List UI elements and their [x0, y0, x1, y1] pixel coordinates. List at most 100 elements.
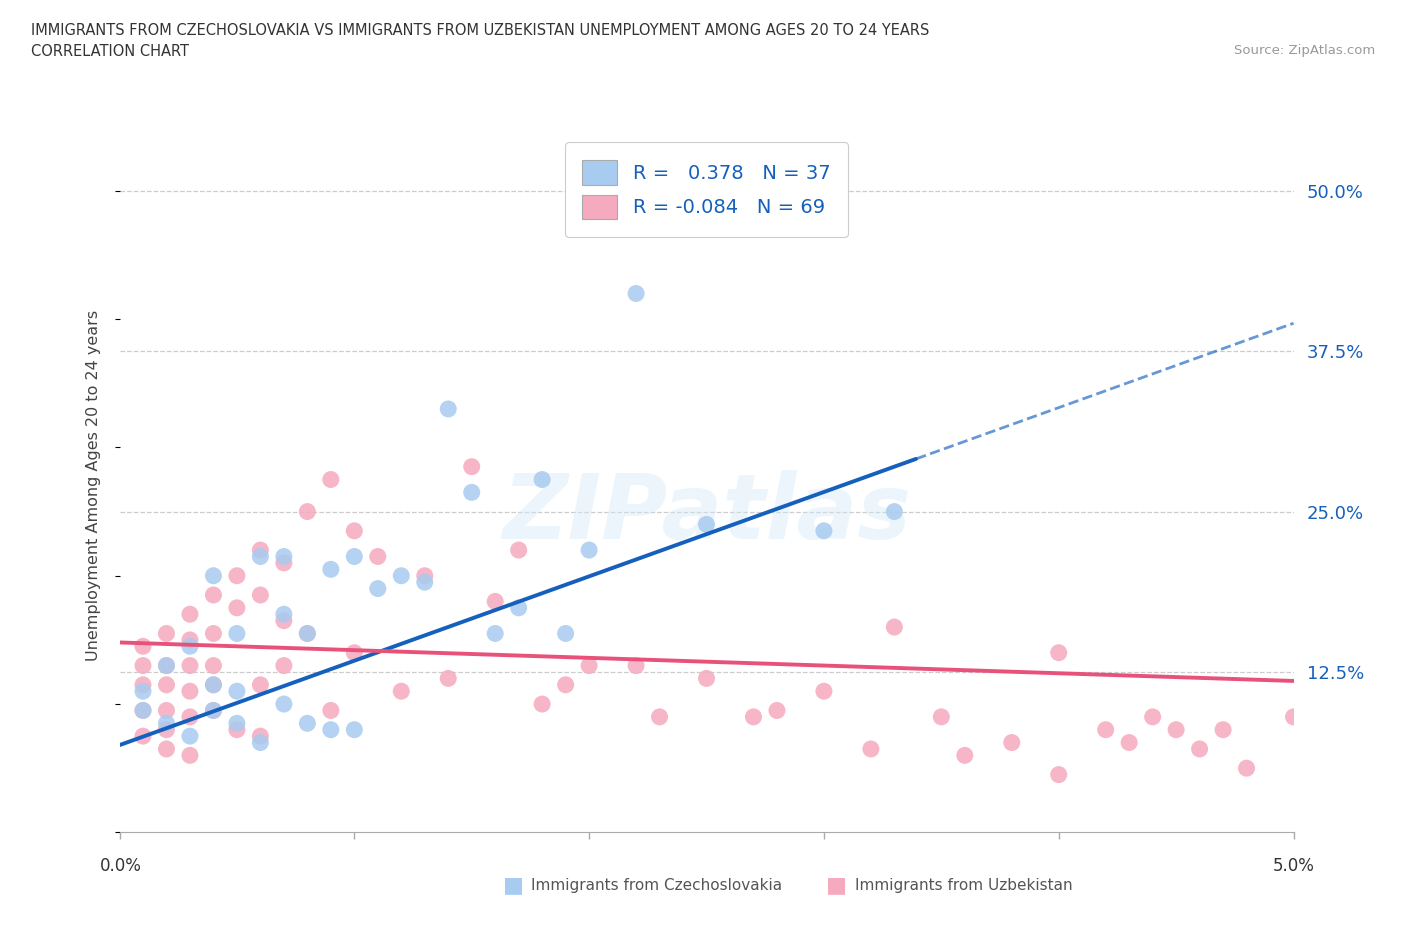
Point	[696, 517, 718, 532]
Point	[179, 710, 201, 724]
Text: ■: ■	[827, 875, 846, 896]
Point	[202, 568, 225, 583]
Point	[225, 568, 249, 583]
Text: ■: ■	[503, 875, 523, 896]
Point	[531, 472, 554, 487]
Point	[225, 723, 249, 737]
Point	[554, 626, 576, 641]
Point	[1236, 761, 1258, 776]
Point	[273, 549, 295, 564]
Point	[297, 716, 319, 731]
Point	[508, 542, 530, 557]
Point	[202, 703, 225, 718]
Point	[179, 748, 201, 763]
Point	[484, 594, 506, 609]
Point	[202, 658, 225, 673]
Point	[343, 524, 366, 538]
Point	[554, 677, 576, 692]
Point	[813, 524, 835, 538]
Point	[460, 485, 484, 499]
Point	[531, 697, 554, 711]
Point	[179, 729, 201, 744]
Point	[202, 588, 225, 603]
Point	[343, 723, 366, 737]
Point	[249, 735, 271, 750]
Point	[813, 684, 835, 698]
Point	[179, 606, 201, 621]
Point	[132, 703, 155, 718]
Point	[319, 562, 342, 577]
Point	[578, 658, 600, 673]
Point	[437, 671, 460, 685]
Point	[742, 710, 765, 724]
Point	[249, 729, 271, 744]
Text: Immigrants from Czechoslovakia: Immigrants from Czechoslovakia	[531, 878, 783, 893]
Point	[883, 504, 905, 519]
Point	[413, 575, 436, 590]
Point	[249, 588, 271, 603]
Text: 0.0%: 0.0%	[100, 857, 142, 875]
Point	[132, 677, 155, 692]
Point	[132, 703, 155, 718]
Point	[155, 703, 177, 718]
Y-axis label: Unemployment Among Ages 20 to 24 years: Unemployment Among Ages 20 to 24 years	[86, 311, 101, 661]
Point	[624, 286, 647, 301]
Point	[578, 542, 600, 557]
Point	[1142, 710, 1164, 724]
Point	[319, 723, 342, 737]
Text: 5.0%: 5.0%	[1272, 857, 1315, 875]
Point	[225, 601, 249, 616]
Point	[648, 710, 671, 724]
Point	[132, 639, 155, 654]
Point	[859, 741, 882, 756]
Point	[179, 639, 201, 654]
Point	[389, 684, 412, 698]
Text: IMMIGRANTS FROM CZECHOSLOVAKIA VS IMMIGRANTS FROM UZBEKISTAN UNEMPLOYMENT AMONG : IMMIGRANTS FROM CZECHOSLOVAKIA VS IMMIGR…	[31, 23, 929, 38]
Point	[343, 645, 366, 660]
Point	[179, 632, 201, 647]
Point	[1164, 723, 1187, 737]
Point	[225, 716, 249, 731]
Point	[696, 671, 718, 685]
Point	[225, 684, 249, 698]
Point	[319, 472, 342, 487]
Point	[1282, 710, 1305, 724]
Point	[273, 613, 295, 628]
Point	[1047, 645, 1070, 660]
Point	[132, 729, 155, 744]
Point	[202, 677, 225, 692]
Point	[297, 626, 319, 641]
Point	[225, 626, 249, 641]
Point	[1047, 767, 1070, 782]
Point	[297, 626, 319, 641]
Point	[132, 658, 155, 673]
Point	[1188, 741, 1211, 756]
Point	[413, 568, 436, 583]
Point	[437, 402, 460, 417]
Point	[1118, 735, 1140, 750]
Text: ZIPatlas: ZIPatlas	[502, 470, 911, 558]
Point	[249, 542, 271, 557]
Point	[155, 626, 177, 641]
Point	[319, 703, 342, 718]
Point	[132, 684, 155, 698]
Point	[179, 658, 201, 673]
Point	[484, 626, 506, 641]
Point	[155, 723, 177, 737]
Point	[202, 626, 225, 641]
Point	[297, 504, 319, 519]
Text: Source: ZipAtlas.com: Source: ZipAtlas.com	[1234, 44, 1375, 57]
Point	[249, 677, 271, 692]
Point	[155, 741, 177, 756]
Point	[155, 658, 177, 673]
Point	[1094, 723, 1116, 737]
Point	[508, 601, 530, 616]
Point	[202, 677, 225, 692]
Point	[1001, 735, 1024, 750]
Point	[367, 581, 389, 596]
Point	[273, 697, 295, 711]
Point	[367, 549, 389, 564]
Point	[343, 549, 366, 564]
Point	[202, 703, 225, 718]
Point	[155, 658, 177, 673]
